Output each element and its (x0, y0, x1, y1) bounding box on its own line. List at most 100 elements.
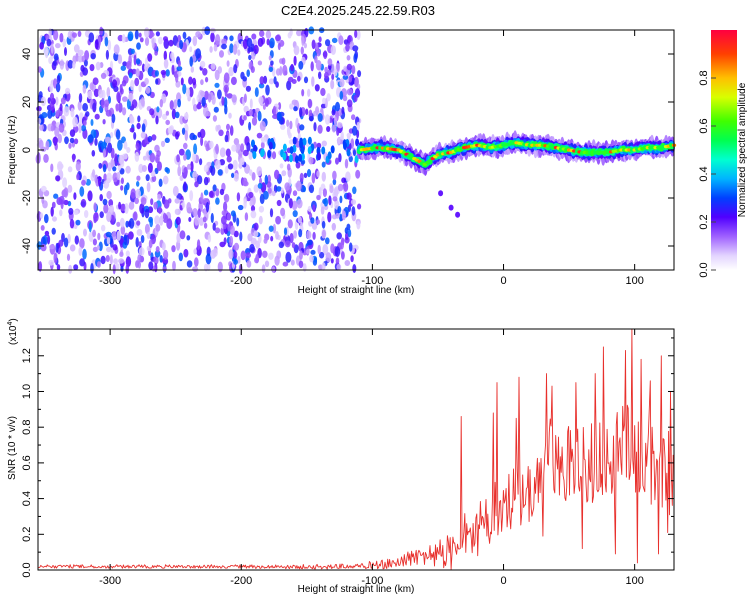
noise-cell (120, 265, 124, 272)
noise-cell (156, 106, 160, 113)
noise-cell (111, 231, 118, 241)
noise-cell (45, 34, 50, 40)
noise-cell (128, 92, 134, 102)
noise-cell (295, 180, 302, 192)
noise-cell (50, 163, 54, 173)
noise-cell (53, 29, 59, 41)
noise-cell (87, 134, 94, 143)
colorbar-tick-label: 0.4 (698, 166, 710, 181)
noise-cell (78, 93, 83, 103)
noise-cell (229, 225, 235, 235)
noise-cell (186, 202, 192, 213)
noise-cell (99, 211, 104, 219)
noise-cell (80, 198, 87, 208)
noise-cell (286, 119, 290, 128)
noise-cell (288, 198, 293, 209)
snr-panel: -300 -200 -100 0 100 0.0 0.2 0.4 0.6 0.8 1.0 1.2 H… (7, 318, 675, 595)
noise-cell (262, 104, 266, 110)
faint-branch-cell (455, 211, 461, 218)
noise-cell (345, 171, 351, 182)
noise-cell (318, 187, 322, 198)
noise-cell (253, 184, 259, 193)
noise-cell (288, 132, 292, 139)
noise-cell (210, 249, 217, 259)
noise-cell (265, 30, 272, 39)
noise-cell (134, 77, 140, 87)
noise-cell (72, 116, 78, 128)
noise-cell (322, 188, 327, 198)
noise-cell (77, 30, 82, 37)
noise-cell (351, 114, 356, 121)
noise-cell (250, 210, 257, 219)
colorbar-ticks: 0.0 0.2 0.4 0.6 0.8 (698, 70, 716, 278)
noise-cell (303, 76, 309, 84)
noise-cell (282, 261, 289, 267)
noise-cell (245, 252, 251, 259)
noise-cell (104, 99, 110, 108)
noise-cell (175, 216, 181, 226)
noise-cell (112, 166, 117, 172)
noise-cell (136, 229, 143, 236)
noise-cell (163, 36, 168, 42)
noise-cell (221, 43, 227, 50)
noise-cell (240, 143, 245, 153)
noise-cell (200, 79, 204, 86)
noise-cell (56, 264, 61, 271)
noise-cell (254, 257, 259, 264)
noise-cell (113, 44, 120, 55)
noise-cell (274, 169, 280, 180)
noise-cell (356, 220, 361, 230)
noise-cell (117, 54, 123, 64)
noise-cell (210, 63, 216, 70)
noise-cell (164, 137, 170, 143)
noise-cell (297, 216, 302, 224)
noise-cell (355, 169, 361, 179)
noise-cell (231, 172, 235, 178)
noise-cell (123, 234, 127, 246)
noise-cell (122, 96, 128, 102)
noise-cell (331, 37, 338, 44)
signal-peak-cell (433, 155, 438, 159)
noise-cell (345, 43, 350, 52)
noise-cell (342, 95, 348, 102)
noise-cell (174, 198, 180, 204)
noise-cell (322, 97, 326, 105)
noise-cell (107, 142, 113, 154)
noise-cell (203, 176, 209, 186)
noise-cell (267, 187, 272, 194)
noise-cell (253, 112, 257, 119)
noise-cell (233, 172, 239, 182)
noise-cell (227, 223, 231, 232)
noise-cell (330, 258, 334, 264)
noise-cell (55, 175, 61, 182)
noise-cell (52, 216, 57, 222)
noise-cell (185, 87, 191, 98)
noise-cell (83, 120, 87, 126)
noise-cell (57, 133, 62, 144)
noise-cell (179, 175, 184, 182)
noise-cell (308, 156, 314, 165)
noise-cell (301, 35, 305, 47)
noise-cell (82, 103, 88, 112)
noise-cell (317, 124, 323, 134)
noise-cell (78, 246, 83, 256)
noise-cell (219, 147, 226, 158)
noise-cell (229, 35, 234, 42)
noise-cell (76, 173, 80, 181)
noise-cell (250, 66, 255, 73)
noise-cell (159, 255, 163, 263)
noise-cell (144, 27, 150, 38)
noise-cell (136, 220, 141, 226)
noise-cell (173, 99, 178, 110)
noise-cell (209, 46, 213, 53)
noise-cell (63, 106, 70, 117)
noise-cell (156, 150, 161, 158)
noise-cell (131, 68, 137, 75)
noise-cell (248, 108, 253, 117)
noise-cell (215, 197, 220, 205)
noise-cell (165, 69, 170, 77)
noise-cell (340, 239, 345, 250)
noise-cell (331, 124, 337, 133)
noise-cell (212, 115, 217, 122)
noise-cell (248, 151, 253, 160)
